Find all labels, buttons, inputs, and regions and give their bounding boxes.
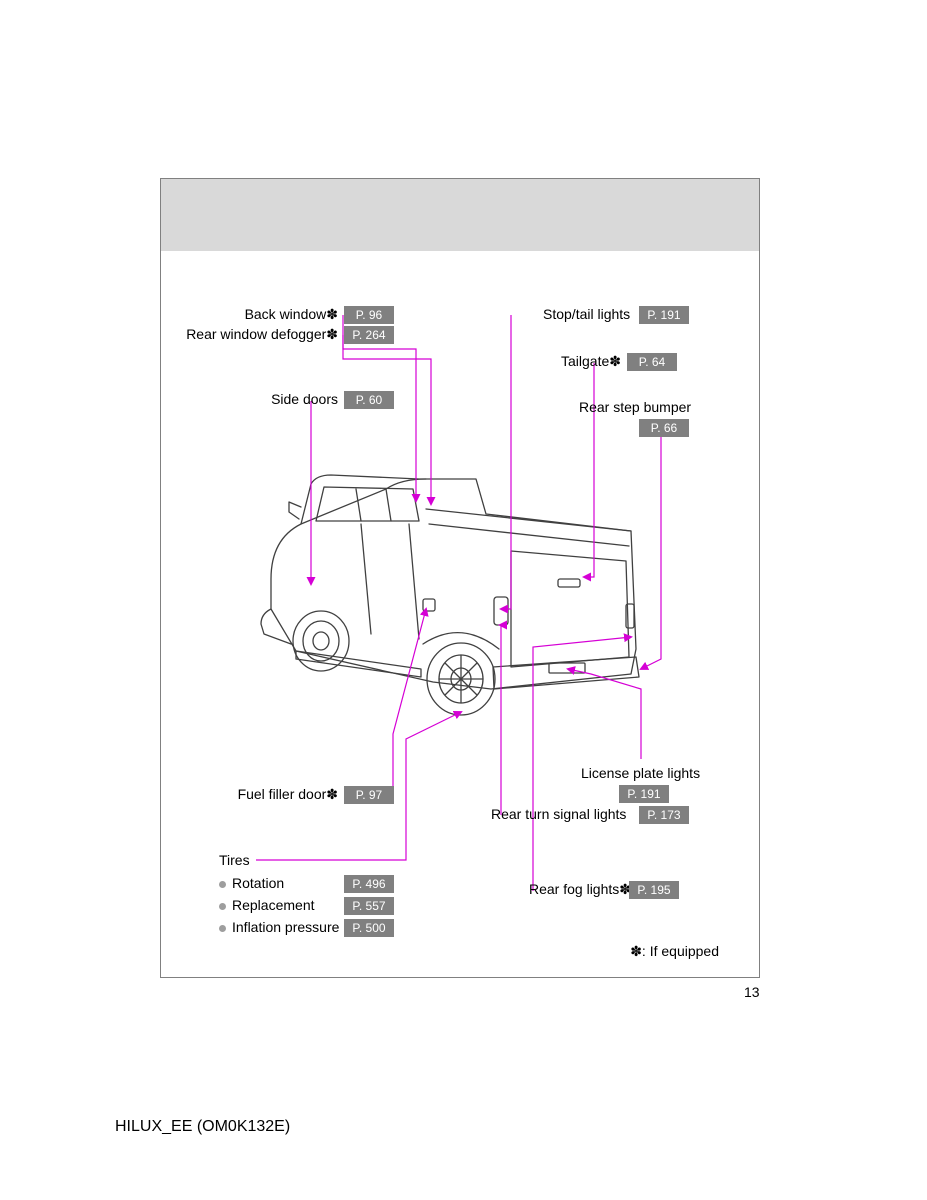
pageref-license-plate: P. 191	[619, 785, 669, 803]
content-frame: Back window✽ P. 96 Rear window defogger✽…	[160, 178, 760, 978]
bullet-icon	[219, 903, 226, 910]
truck-outline	[261, 475, 639, 715]
pageref-tailgate: P. 64	[627, 353, 677, 371]
page-number: 13	[744, 984, 760, 1000]
tires-label-1: Replacement	[232, 897, 315, 913]
tires-row-rotation: Rotation	[219, 875, 284, 891]
label-fuel-filler: Fuel filler door✽	[161, 786, 338, 803]
manual-page: Back window✽ P. 96 Rear window defogger✽…	[0, 0, 927, 1200]
label-rear-turn: Rear turn signal lights	[491, 806, 626, 822]
pageref-rear-fog: P. 195	[629, 881, 679, 899]
pageref-rear-step-bumper: P. 66	[639, 419, 689, 437]
tires-heading: Tires	[219, 852, 250, 868]
bullet-icon	[219, 881, 226, 888]
tires-row-inflation: Inflation pressure	[219, 919, 339, 935]
tires-row-replacement: Replacement	[219, 897, 315, 913]
footnote-if-equipped: ✽: If equipped	[630, 943, 719, 960]
pageref-rear-turn: P. 173	[639, 806, 689, 824]
diagram-svg	[161, 179, 761, 979]
label-rear-step-bumper: Rear step bumper	[579, 399, 691, 415]
label-rear-defogger: Rear window defogger✽	[161, 326, 338, 343]
pageref-tires-2: P. 500	[344, 919, 394, 937]
pageref-tires-0: P. 496	[344, 875, 394, 893]
label-stop-tail: Stop/tail lights	[543, 306, 630, 322]
label-back-window: Back window✽	[161, 306, 338, 323]
pageref-back-window: P. 96	[344, 306, 394, 324]
label-rear-fog: Rear fog lights✽	[529, 881, 631, 898]
pageref-stop-tail: P. 191	[639, 306, 689, 324]
pageref-rear-defogger: P. 264	[344, 326, 394, 344]
tires-label-0: Rotation	[232, 875, 284, 891]
pageref-side-doors: P. 60	[344, 391, 394, 409]
pageref-tires-1: P. 557	[344, 897, 394, 915]
pageref-fuel-filler: P. 97	[344, 786, 394, 804]
label-tailgate: Tailgate✽	[501, 353, 621, 370]
document-id: HILUX_EE (OM0K132E)	[115, 1118, 290, 1136]
label-side-doors: Side doors	[161, 391, 338, 407]
label-license-plate: License plate lights	[581, 765, 700, 781]
tires-label-2: Inflation pressure	[232, 919, 339, 935]
bullet-icon	[219, 925, 226, 932]
